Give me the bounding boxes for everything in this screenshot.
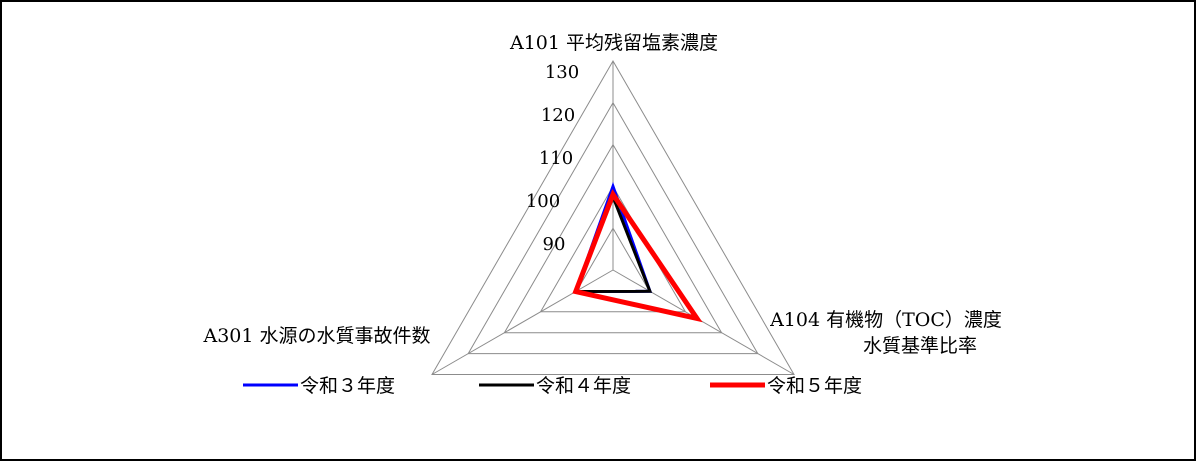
tick-label-130: 130 — [545, 62, 579, 83]
tick-label-90: 90 — [543, 234, 566, 255]
grid-ring-130 — [431, 60, 795, 375]
series-line-3 — [572, 188, 703, 323]
tick-label-120: 120 — [541, 105, 575, 126]
legend-label-2: 令和４年度 — [536, 375, 631, 397]
legend-label-3: 令和５年度 — [767, 375, 862, 397]
axis-label-2-line-1: A104 有機物（TOC）濃度 — [769, 309, 1002, 331]
radar-tick-labels: 130 120 110 100 90 — [526, 62, 579, 255]
grid-ring-110 — [503, 143, 723, 334]
legend-label-1: 令和３年度 — [300, 375, 395, 397]
radar-series — [572, 181, 703, 323]
spoke-1 — [612, 269, 795, 375]
tick-label-110: 110 — [539, 148, 573, 169]
axis-label-1: A101 平均残留塩素濃度 — [509, 32, 718, 54]
radar-spokes — [431, 61, 795, 375]
grid-ring-120 — [467, 101, 759, 355]
spoke-2 — [431, 269, 614, 375]
axis-label-3: A301 水源の水質事故件数 — [202, 325, 430, 347]
axis-label-2-line-2: 水質基準比率 — [863, 335, 977, 357]
tick-label-100: 100 — [526, 191, 560, 212]
legend: 令和３年度 令和４年度 令和５年度 — [243, 375, 862, 397]
